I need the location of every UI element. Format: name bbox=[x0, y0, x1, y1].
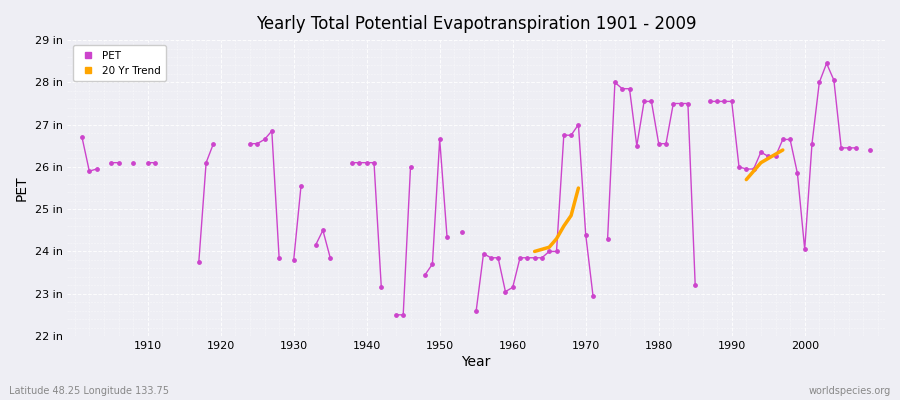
Text: Latitude 48.25 Longitude 133.75: Latitude 48.25 Longitude 133.75 bbox=[9, 386, 169, 396]
Point bbox=[367, 160, 382, 166]
Point bbox=[126, 160, 140, 166]
Point bbox=[396, 312, 410, 318]
Point bbox=[659, 140, 673, 147]
Title: Yearly Total Potential Evapotranspiration 1901 - 2009: Yearly Total Potential Evapotranspiratio… bbox=[256, 15, 697, 33]
Point bbox=[827, 77, 842, 84]
Point bbox=[75, 134, 89, 140]
Point bbox=[206, 140, 220, 147]
Point bbox=[265, 128, 279, 134]
Point bbox=[849, 145, 863, 151]
Point bbox=[622, 86, 636, 92]
Point bbox=[819, 60, 833, 66]
Point bbox=[549, 248, 563, 255]
Point bbox=[761, 153, 776, 160]
Point bbox=[637, 98, 652, 104]
Point bbox=[746, 166, 760, 172]
Point bbox=[652, 140, 666, 147]
Point bbox=[257, 136, 272, 143]
Point bbox=[89, 166, 104, 172]
Point bbox=[673, 100, 688, 107]
Point bbox=[769, 153, 783, 160]
Point bbox=[309, 242, 323, 248]
Point bbox=[579, 231, 593, 238]
Point bbox=[717, 98, 732, 104]
Point bbox=[535, 254, 549, 261]
Point bbox=[666, 100, 680, 107]
Point bbox=[556, 132, 571, 138]
Point bbox=[753, 149, 768, 155]
Point bbox=[644, 98, 659, 104]
Point bbox=[243, 140, 257, 147]
Point bbox=[286, 257, 301, 263]
Legend: PET, 20 Yr Trend: PET, 20 Yr Trend bbox=[73, 45, 166, 81]
Point bbox=[506, 284, 520, 290]
Point bbox=[483, 254, 498, 261]
Point bbox=[476, 250, 491, 257]
Point bbox=[527, 254, 542, 261]
Point bbox=[323, 254, 338, 261]
Point bbox=[630, 142, 644, 149]
Point bbox=[805, 140, 819, 147]
Point bbox=[608, 79, 622, 86]
Point bbox=[812, 79, 826, 86]
Point bbox=[440, 234, 454, 240]
Point bbox=[520, 254, 535, 261]
Y-axis label: PET: PET bbox=[15, 175, 29, 201]
Point bbox=[615, 86, 629, 92]
Point bbox=[112, 160, 126, 166]
Point bbox=[192, 259, 206, 265]
Point bbox=[776, 136, 790, 143]
Point bbox=[418, 272, 432, 278]
Point bbox=[389, 312, 403, 318]
Point bbox=[790, 170, 805, 176]
Point bbox=[491, 254, 505, 261]
Point bbox=[586, 293, 600, 299]
Point bbox=[834, 145, 849, 151]
Point bbox=[250, 140, 265, 147]
Point bbox=[352, 160, 366, 166]
Point bbox=[688, 282, 702, 288]
Point bbox=[374, 284, 389, 290]
Point bbox=[345, 160, 359, 166]
Point bbox=[82, 168, 96, 174]
Point bbox=[863, 147, 878, 153]
X-axis label: Year: Year bbox=[462, 355, 490, 369]
Point bbox=[600, 236, 615, 242]
Point bbox=[572, 122, 586, 128]
Point bbox=[732, 164, 746, 170]
Point bbox=[710, 98, 724, 104]
Point bbox=[316, 227, 330, 234]
Point bbox=[703, 98, 717, 104]
Point bbox=[469, 308, 483, 314]
Point bbox=[148, 160, 162, 166]
Point bbox=[564, 132, 579, 138]
Point bbox=[499, 288, 513, 295]
Point bbox=[842, 145, 856, 151]
Point bbox=[293, 183, 308, 189]
Point bbox=[724, 98, 739, 104]
Point bbox=[104, 160, 119, 166]
Point bbox=[739, 166, 753, 172]
Point bbox=[359, 160, 374, 166]
Point bbox=[680, 100, 695, 107]
Point bbox=[433, 136, 447, 143]
Point bbox=[513, 254, 527, 261]
Point bbox=[797, 246, 812, 252]
Point bbox=[425, 261, 439, 267]
Point bbox=[542, 248, 556, 255]
Point bbox=[272, 254, 286, 261]
Text: worldspecies.org: worldspecies.org bbox=[809, 386, 891, 396]
Point bbox=[199, 160, 213, 166]
Point bbox=[140, 160, 155, 166]
Point bbox=[403, 164, 418, 170]
Point bbox=[783, 136, 797, 143]
Point bbox=[454, 229, 469, 236]
